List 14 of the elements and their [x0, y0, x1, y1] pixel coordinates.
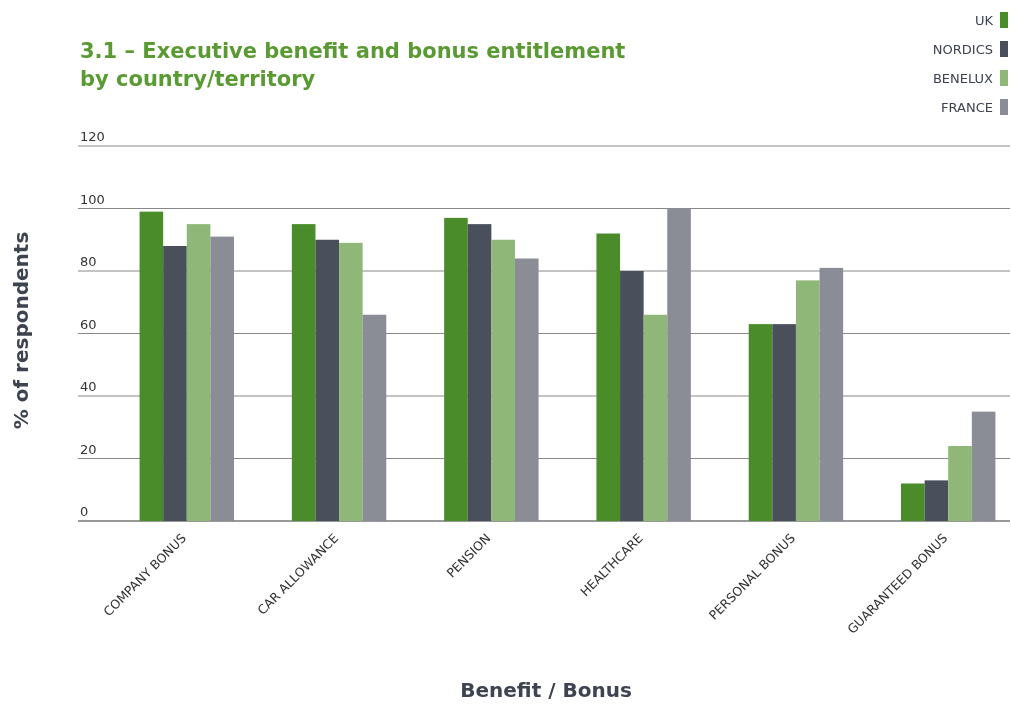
legend-label: BENELUX: [932, 71, 994, 86]
legend-label: NORDICS: [932, 42, 993, 57]
legend-label: UK: [974, 13, 994, 28]
y-tick-label: 60: [80, 316, 97, 332]
x-axis-title: Benefit / Bonus: [460, 678, 632, 702]
y-tick-label: 120: [80, 129, 105, 144]
y-tick-label: 40: [80, 379, 97, 394]
y-tick-label: 20: [80, 441, 97, 457]
y-axis-title: % of respondents: [9, 231, 33, 430]
chart-title: 3.1 – Executive benefit and bonus entitlement by country/territory: [80, 39, 626, 91]
y-tick-label: 0: [80, 504, 89, 519]
y-tick-label: 80: [80, 254, 97, 269]
legend-label: FRANCE: [941, 100, 993, 115]
y-tick-label: 100: [80, 191, 105, 207]
